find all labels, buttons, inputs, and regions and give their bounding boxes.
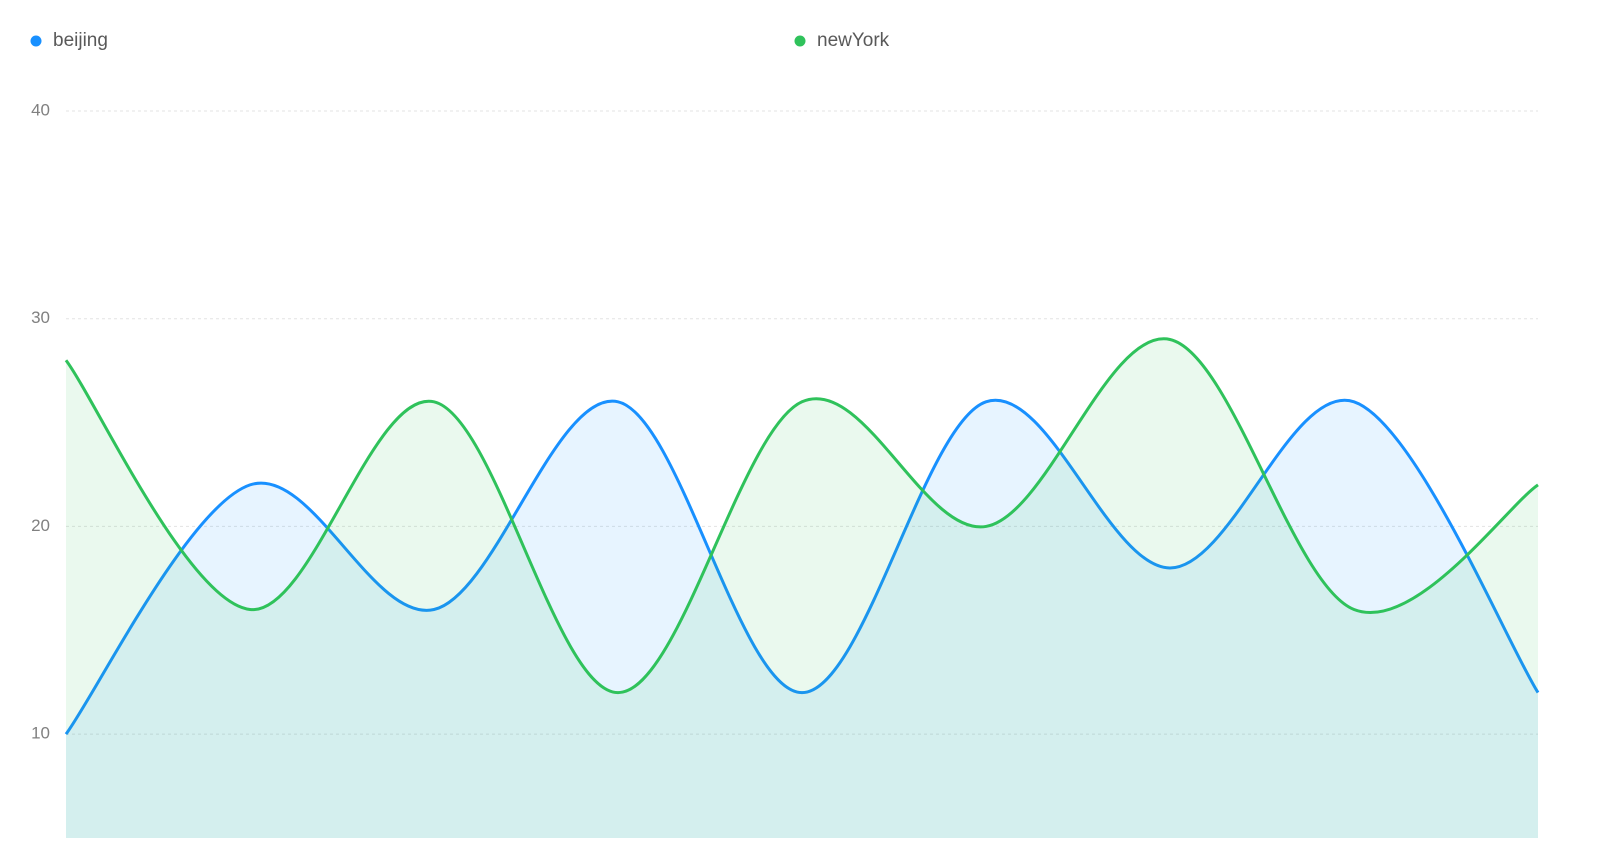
y-tick-label: 30 bbox=[31, 308, 50, 327]
legend-marker bbox=[794, 35, 806, 47]
legend-label: beijing bbox=[53, 30, 108, 51]
line bbox=[64, 398, 1540, 736]
area bbox=[66, 338, 1538, 838]
legend-marker bbox=[30, 35, 42, 47]
area bbox=[66, 400, 1538, 838]
y-tick-label: 20 bbox=[31, 516, 50, 535]
y-tick-label: 40 bbox=[31, 100, 50, 119]
legend-label: newYork bbox=[817, 30, 890, 51]
y-tick-label: 10 bbox=[31, 724, 50, 743]
line bbox=[64, 337, 1539, 695]
